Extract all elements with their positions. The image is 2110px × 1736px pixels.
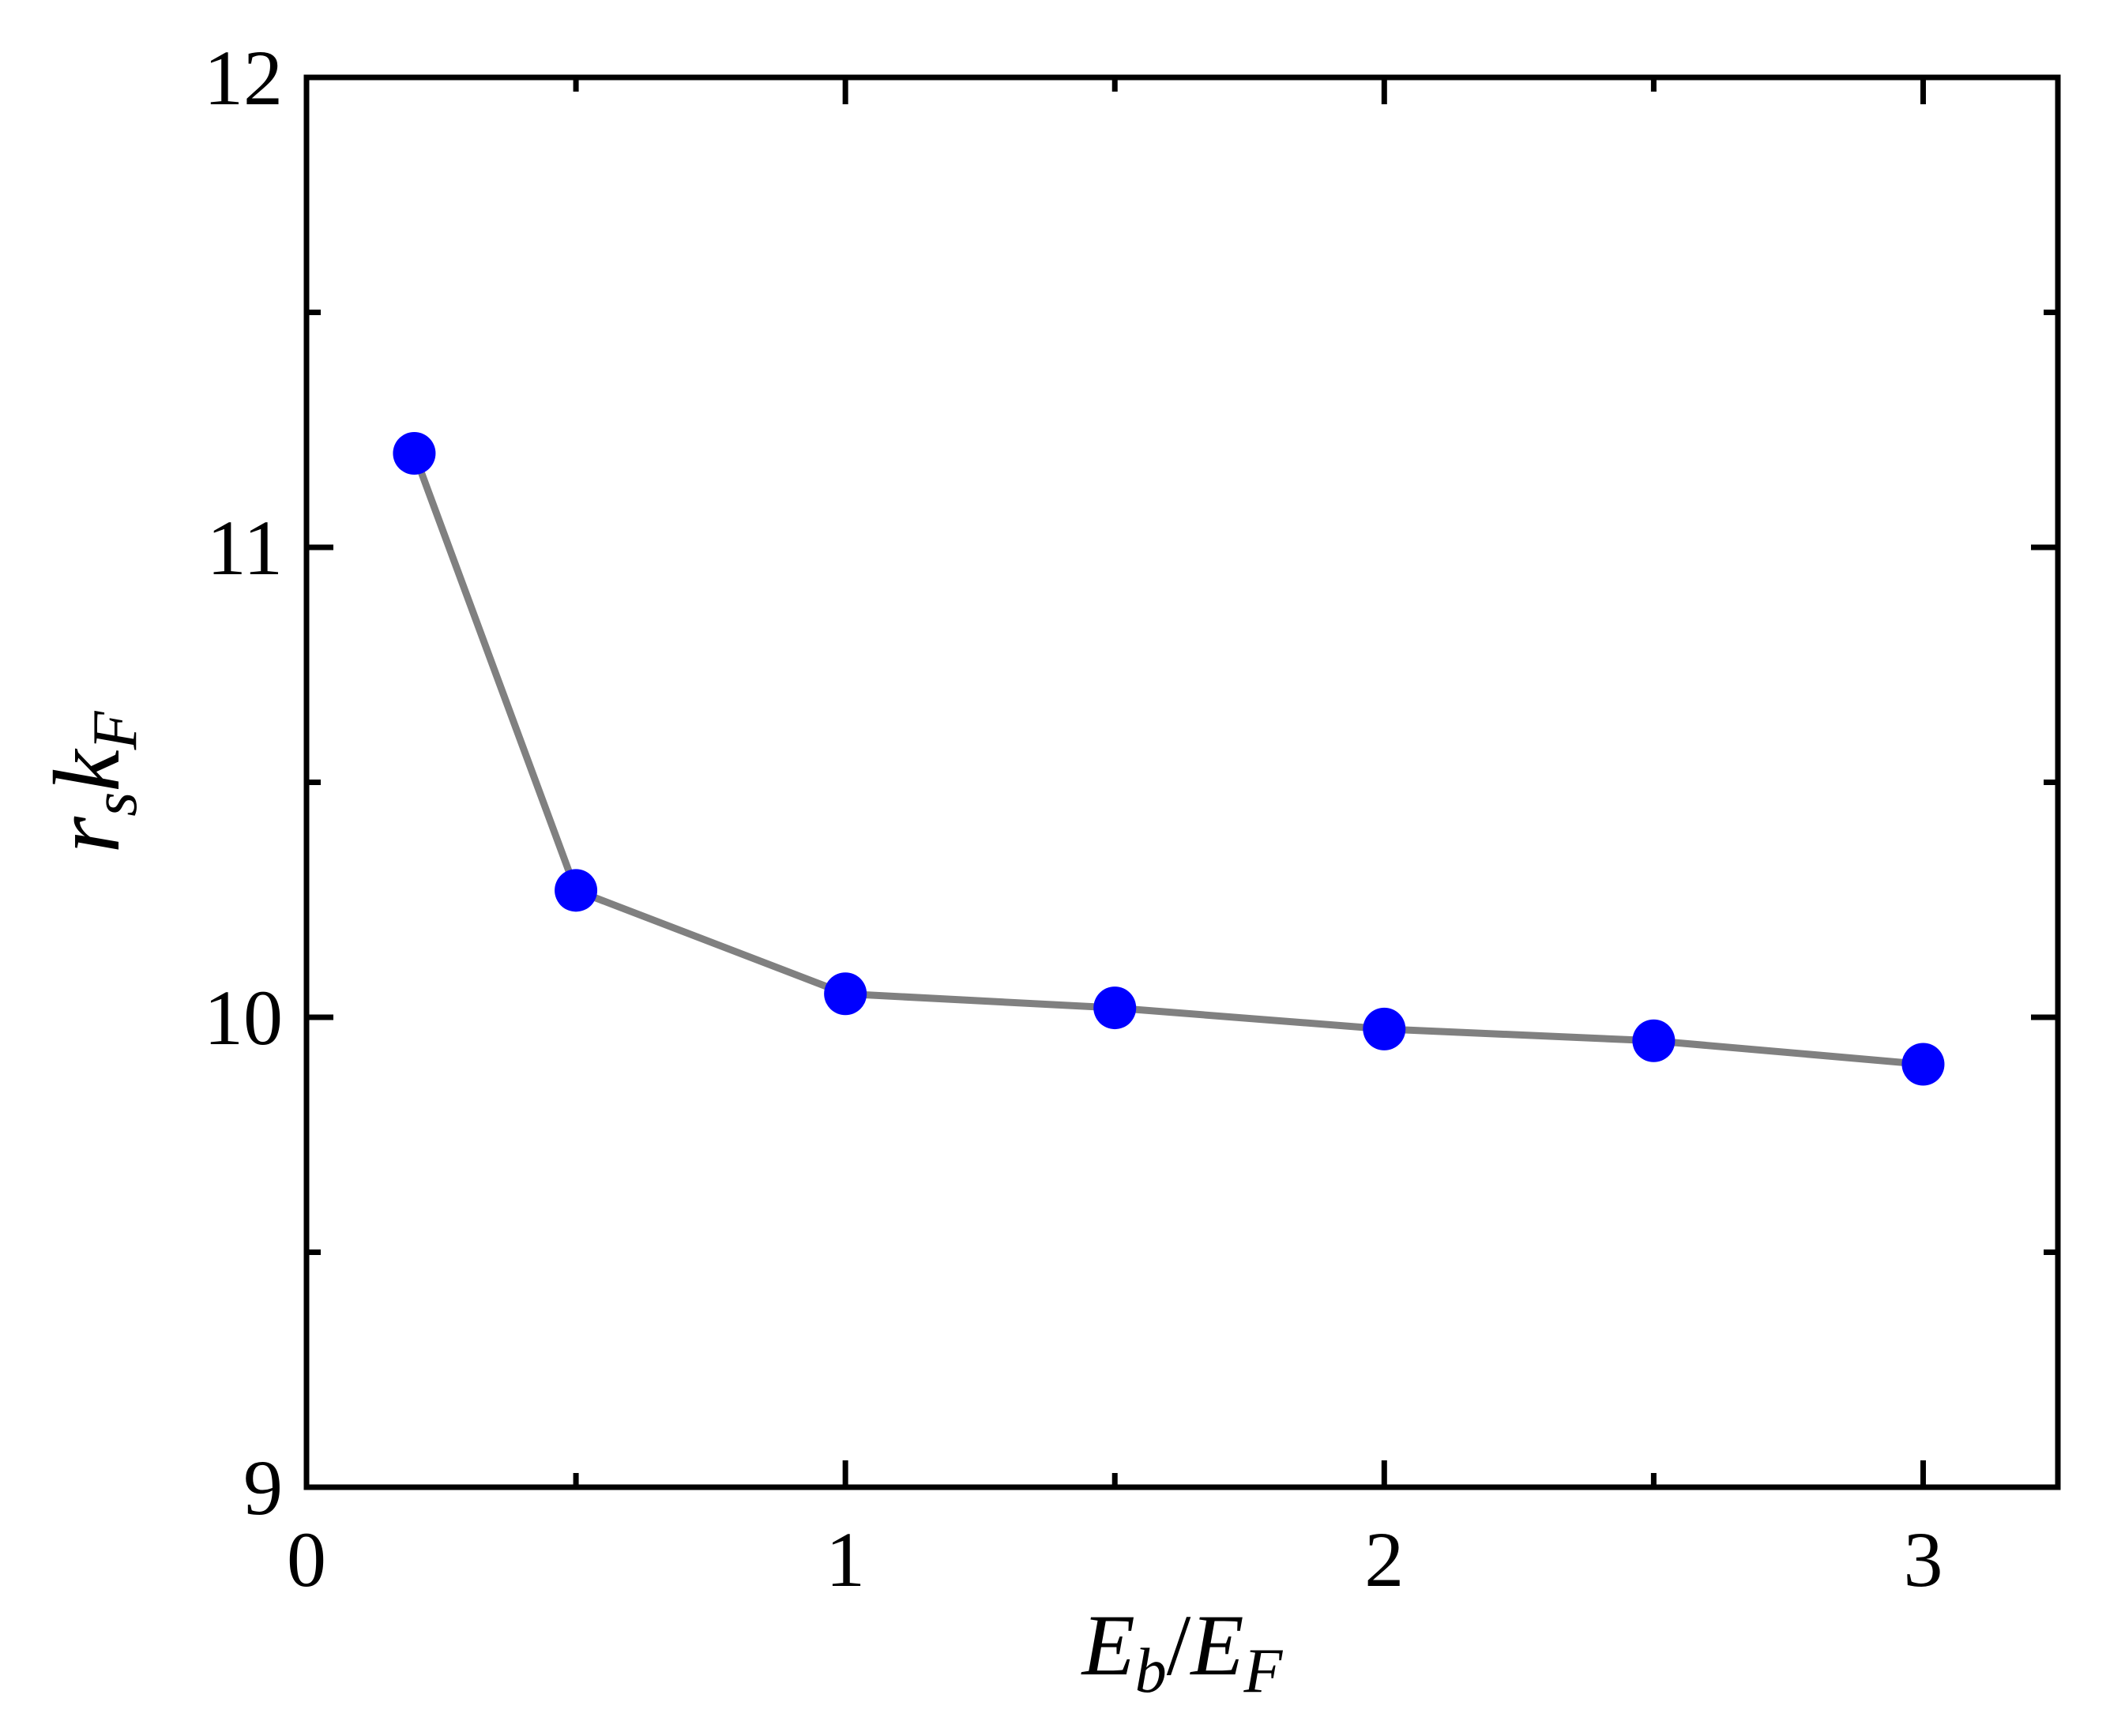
y-axis-title-sub: s — [81, 792, 150, 817]
axis-ticks — [303, 74, 2058, 1490]
x-tick-label: 1 — [826, 1516, 865, 1603]
data-point — [393, 432, 436, 475]
y-axis-title-main: r — [34, 815, 139, 853]
plot-frame — [303, 74, 2061, 1490]
x-axis-title-main2: E — [1189, 1597, 1243, 1693]
y-tick-label: 10 — [204, 974, 283, 1062]
y-axis-title-main2: k — [34, 748, 139, 792]
data-point — [1093, 986, 1137, 1030]
x-tick-label: 2 — [1364, 1516, 1404, 1603]
y-tick-label: 9 — [243, 1444, 283, 1531]
y-tick-label: 12 — [204, 34, 283, 122]
data-point — [555, 869, 598, 912]
x-axis-title-sub2: F — [1243, 1636, 1284, 1706]
y-axis-title-sub2: F — [81, 710, 150, 750]
x-axis-title-sep: / — [1167, 1597, 1191, 1693]
x-tick-label: 3 — [1903, 1516, 1943, 1603]
data-point — [1632, 1019, 1676, 1062]
data-point — [1363, 1007, 1406, 1050]
x-axis-title: Eb/EF — [1081, 1597, 1284, 1706]
series-line — [411, 452, 1924, 1068]
y-axis-title: rskF — [34, 710, 150, 853]
data-series — [393, 432, 1945, 1086]
y-tick-label: 11 — [207, 504, 283, 592]
x-axis-title-main: E — [1081, 1597, 1135, 1693]
data-point — [1901, 1043, 1945, 1086]
x-tick-label: 0 — [287, 1516, 326, 1603]
data-point — [824, 972, 867, 1016]
x-axis-title-sub: b — [1135, 1636, 1167, 1706]
